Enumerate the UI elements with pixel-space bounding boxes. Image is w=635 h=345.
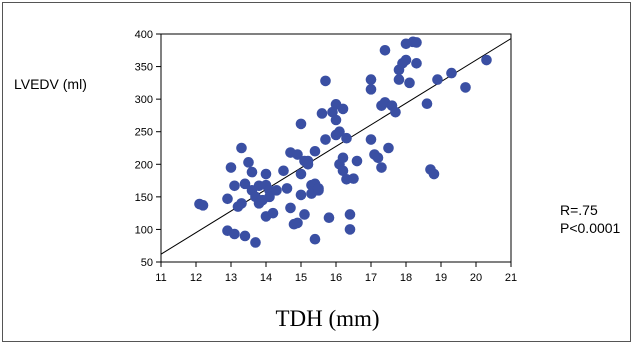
data-point bbox=[313, 183, 324, 194]
data-point bbox=[222, 193, 233, 205]
chart-frame bbox=[2, 2, 631, 342]
data-point bbox=[337, 152, 349, 164]
y-tick-label: 150 bbox=[135, 192, 153, 204]
data-point bbox=[309, 145, 321, 157]
data-point bbox=[428, 168, 440, 180]
data-point bbox=[411, 58, 422, 69]
data-point bbox=[229, 180, 240, 192]
data-point bbox=[285, 202, 296, 214]
x-tick-label: 20 bbox=[470, 272, 482, 284]
data-point bbox=[323, 212, 335, 224]
p-value: P<0.0001 bbox=[560, 220, 621, 236]
data-point bbox=[344, 209, 356, 220]
y-tick-label: 300 bbox=[135, 94, 153, 106]
data-point bbox=[320, 134, 331, 145]
data-point bbox=[330, 114, 342, 126]
y-tick-label: 350 bbox=[135, 62, 153, 74]
data-point bbox=[351, 155, 363, 167]
y-tick-label: 200 bbox=[135, 159, 153, 171]
data-point bbox=[376, 162, 387, 173]
x-tick-label: 19 bbox=[435, 272, 447, 284]
x-tick-label: 18 bbox=[400, 272, 412, 284]
data-point bbox=[481, 54, 492, 66]
x-tick-label: 15 bbox=[295, 272, 307, 284]
data-point bbox=[421, 98, 433, 110]
data-point bbox=[446, 67, 457, 79]
x-tick-label: 21 bbox=[505, 272, 517, 284]
data-point bbox=[271, 185, 282, 196]
data-point bbox=[281, 183, 293, 194]
x-tick-label: 12 bbox=[190, 272, 202, 284]
data-point bbox=[295, 118, 307, 130]
y-axis: 50 100 150 200 250 300 350 400 bbox=[135, 29, 161, 269]
x-tick-label: 14 bbox=[260, 272, 272, 284]
data-point bbox=[250, 237, 261, 248]
data-point bbox=[460, 82, 471, 93]
data-point bbox=[236, 198, 247, 209]
data-point bbox=[295, 189, 307, 201]
x-tick-label: 17 bbox=[365, 272, 377, 284]
data-point bbox=[278, 165, 289, 177]
x-tick-label: 16 bbox=[330, 272, 342, 284]
data-point bbox=[365, 84, 377, 95]
data-point bbox=[320, 75, 331, 87]
data-point bbox=[337, 165, 349, 177]
data-point bbox=[365, 74, 377, 85]
data-point bbox=[264, 191, 275, 203]
data-point bbox=[309, 233, 321, 245]
data-point bbox=[348, 173, 359, 184]
data-point bbox=[411, 37, 422, 48]
correlation-value: R=.75 bbox=[560, 202, 598, 218]
data-point bbox=[372, 152, 384, 164]
statistics-annotation: R=.75 P<0.0001 bbox=[560, 201, 620, 237]
data-point bbox=[243, 157, 254, 168]
data-point bbox=[197, 200, 209, 211]
data-point bbox=[393, 74, 405, 85]
data-point bbox=[379, 44, 391, 56]
data-point bbox=[337, 103, 349, 115]
data-point bbox=[225, 162, 237, 173]
data-point bbox=[302, 158, 314, 170]
data-point bbox=[299, 209, 310, 220]
x-axis-label: TDH (mm) bbox=[275, 306, 380, 331]
data-point bbox=[246, 166, 258, 178]
x-tick-label: 11 bbox=[155, 272, 166, 284]
data-point bbox=[344, 224, 356, 235]
data-point bbox=[365, 134, 377, 145]
data-point bbox=[260, 168, 272, 180]
y-tick-label: 400 bbox=[135, 29, 153, 41]
data-point bbox=[292, 217, 303, 229]
data-point bbox=[383, 142, 394, 154]
x-tick-label: 13 bbox=[225, 272, 237, 284]
y-tick-label: 250 bbox=[135, 127, 153, 139]
data-point bbox=[341, 132, 352, 144]
data-point bbox=[404, 77, 415, 89]
data-points bbox=[194, 36, 492, 248]
data-point bbox=[334, 126, 345, 138]
y-tick-label: 100 bbox=[135, 224, 153, 236]
data-point bbox=[229, 228, 240, 240]
data-point bbox=[390, 106, 401, 118]
y-tick-label: 50 bbox=[141, 257, 153, 269]
data-point bbox=[400, 54, 412, 66]
data-point bbox=[239, 230, 251, 242]
data-point bbox=[236, 142, 247, 154]
regression-line bbox=[160, 38, 512, 255]
data-point bbox=[295, 168, 307, 180]
data-point bbox=[239, 178, 251, 190]
data-point bbox=[292, 149, 303, 160]
data-point bbox=[267, 207, 279, 219]
data-point bbox=[432, 74, 443, 85]
y-axis-label: LVEDV (ml) bbox=[14, 76, 87, 92]
data-point bbox=[316, 108, 328, 119]
x-axis: 11 12 13 14 15 16 17 18 19 20 21 bbox=[155, 262, 517, 284]
plot-area-border bbox=[160, 33, 512, 263]
